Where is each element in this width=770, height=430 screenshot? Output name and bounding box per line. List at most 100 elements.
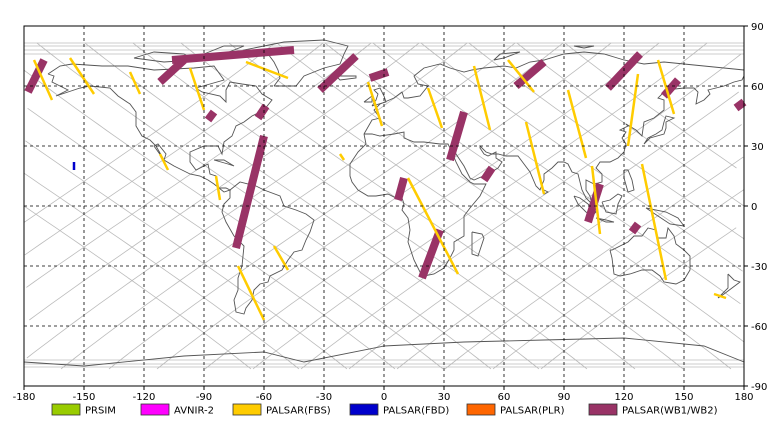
x-tick-label: -90	[196, 392, 212, 403]
fbs-swath	[507, 59, 535, 93]
fbs-swath	[472, 65, 492, 131]
legend-swatch	[51, 403, 81, 416]
x-tick-label: 0	[381, 392, 387, 403]
fbs-swath	[32, 59, 54, 101]
legend-label: PALSAR(PLR)	[500, 406, 565, 417]
fbs-swath	[245, 60, 289, 80]
coastline	[213, 159, 235, 167]
wb-swath	[204, 109, 218, 123]
legend-item: PALSAR(PLR)	[466, 403, 565, 417]
x-tick-label: 120	[614, 392, 633, 403]
x-tick-label: -150	[73, 392, 96, 403]
legend-swatch	[140, 403, 170, 416]
wb-swath	[24, 58, 48, 94]
fbs-swath	[188, 67, 206, 111]
legend-swatch	[232, 403, 262, 416]
orbit-track-ascending	[348, 91, 739, 370]
legend-label: AVNIR-2	[174, 406, 214, 417]
orbit-track-ascending	[492, 189, 745, 370]
coastline	[371, 87, 387, 107]
legend-item: PALSAR(WB1/WB2)	[588, 403, 718, 417]
x-tick-labels: -180 -150 -120 -90 -60 -30 0 30 60 90 120 150 180	[13, 386, 754, 403]
coastline	[47, 63, 273, 193]
fbs-swath	[366, 81, 384, 127]
legend: PRSIM AVNIR-2 PALSAR(FBS) PALSAR(FBD) PALSAR…	[51, 403, 718, 417]
coastline	[717, 273, 741, 299]
orbit-track-descending	[324, 42, 745, 343]
coastline	[335, 75, 357, 81]
orbit-track-descending	[23, 205, 252, 370]
orbit-track-descending	[372, 42, 741, 305]
legend-label: PALSAR(FBD)	[383, 406, 449, 417]
wb-swath	[157, 57, 187, 85]
wb-swath	[446, 110, 468, 162]
fbs-swath	[158, 153, 170, 171]
coastline	[363, 95, 373, 103]
y-tick-label: -30	[751, 262, 767, 273]
orbit-track-descending	[23, 69, 444, 370]
wb-swath	[317, 53, 359, 93]
coastline	[595, 217, 615, 223]
y-tick-label: 90	[751, 22, 764, 33]
orbit-track-descending	[25, 140, 348, 370]
y-tick-labels: 90 60 30 0 -30 -60 -90	[744, 22, 767, 393]
x-tick-label: -120	[133, 392, 156, 403]
orbit-track-descending	[420, 42, 743, 272]
wb-swath	[254, 103, 270, 121]
x-tick-label: -30	[316, 392, 332, 403]
legend-swatch	[349, 403, 379, 416]
legend-label: PALSAR(WB1/WB2)	[622, 406, 718, 417]
wb-swath	[394, 176, 408, 202]
orbit-track-ascending	[24, 42, 324, 256]
orbit-track-ascending	[444, 156, 744, 370]
orbit-track-descending	[27, 107, 396, 370]
coastline	[601, 193, 623, 215]
coastline	[349, 131, 487, 277]
orbit-track-descending	[564, 42, 737, 169]
fbs-swath	[214, 175, 222, 201]
fbs-swath	[406, 177, 460, 275]
wb-swath	[368, 68, 390, 82]
wb-swath	[660, 77, 682, 99]
legend-item: PRSIM	[51, 403, 116, 417]
grid-lines	[24, 26, 744, 386]
orbit-track-ascending	[396, 124, 742, 370]
orbit-track-ascending	[29, 42, 420, 321]
x-tick-label: 90	[558, 392, 571, 403]
coastline	[242, 39, 349, 87]
wb-swath	[584, 182, 604, 224]
legend-item: PALSAR(FBS)	[232, 403, 331, 417]
y-tick-label: -90	[751, 382, 767, 393]
legend-swatch	[588, 403, 618, 416]
fbs-swath	[426, 87, 444, 129]
coastline	[573, 45, 595, 49]
fbs-swath	[640, 163, 668, 281]
y-tick-label: 30	[751, 142, 764, 153]
x-tick-label: 150	[674, 392, 693, 403]
orbit-track-ascending	[26, 42, 372, 288]
fbs-swath	[272, 245, 290, 271]
legend-swatch	[466, 403, 496, 416]
wb-swath	[628, 221, 642, 235]
orbit-track-ascending	[540, 227, 737, 370]
y-tick-label: 60	[751, 82, 764, 93]
fbs-swath	[128, 71, 142, 95]
wb-swath	[480, 165, 496, 183]
fbs-swath	[68, 57, 96, 95]
y-tick-label: -60	[751, 322, 767, 333]
x-tick-label: -60	[256, 392, 272, 403]
fbs-swath	[524, 121, 546, 195]
fbs-swaths	[32, 57, 727, 321]
fbs-swath	[338, 153, 346, 161]
legend-item: AVNIR-2	[140, 403, 214, 417]
wb-swath	[418, 228, 444, 280]
wb-swath	[733, 98, 747, 112]
x-tick-label: 60	[498, 392, 511, 403]
legend-label: PALSAR(FBS)	[266, 406, 331, 417]
coastline	[471, 231, 485, 257]
orbit-track-ascending	[23, 42, 276, 223]
coastline	[609, 226, 691, 285]
fbs-swath	[590, 165, 602, 235]
